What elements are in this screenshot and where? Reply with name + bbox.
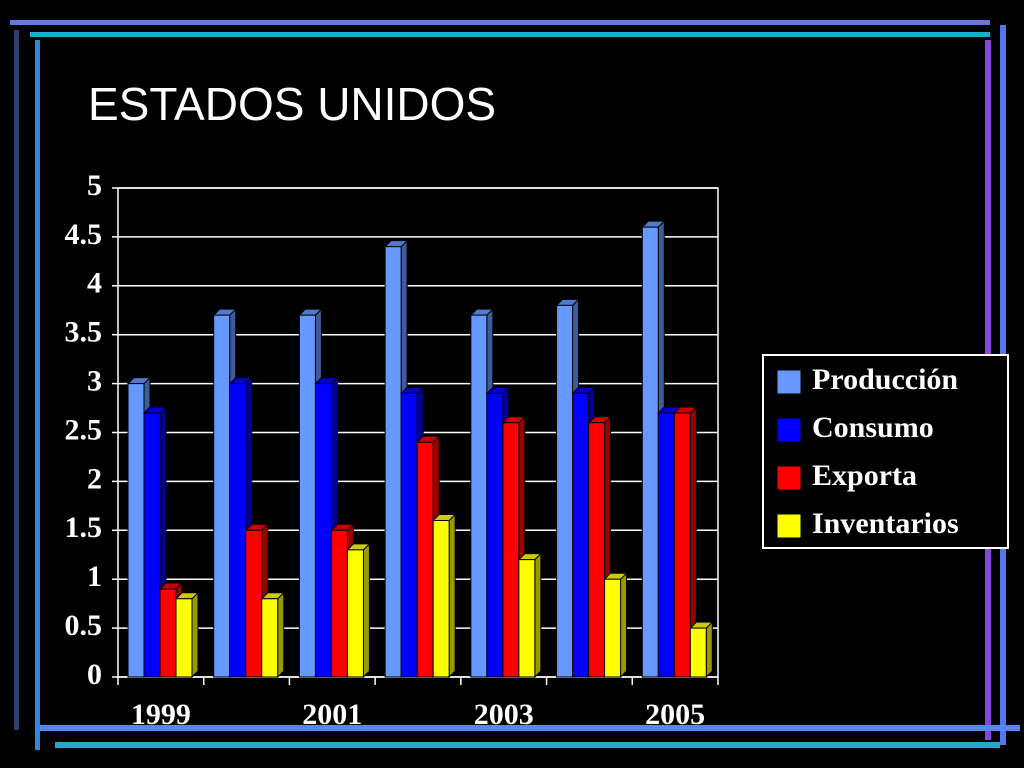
bar: [689, 627, 707, 678]
bar: [245, 529, 263, 678]
y-tick-label: 1: [87, 560, 102, 593]
y-tick-label: 5: [87, 169, 102, 202]
bar-side: [620, 571, 628, 679]
bar-side: [191, 591, 199, 679]
legend-swatch: [776, 417, 802, 443]
bar: [261, 598, 279, 678]
bar: [518, 559, 536, 678]
y-tick-label: 3: [87, 364, 102, 397]
bar: [502, 422, 520, 678]
bar-side: [362, 542, 370, 679]
legend: Producción Consumo Exporta Inventarios: [776, 363, 959, 540]
bar: [314, 383, 332, 678]
bar: [486, 392, 504, 678]
y-tick-label: 3.5: [65, 316, 103, 349]
x-tick-label: 1999: [131, 698, 191, 731]
bar: [400, 392, 418, 678]
bar: [143, 412, 161, 678]
bar: [572, 392, 590, 678]
bar: [470, 314, 488, 678]
y-tick-label: 0.5: [65, 609, 103, 642]
bar: [384, 246, 402, 678]
bar: [673, 412, 691, 678]
legend-label: Consumo: [812, 411, 934, 444]
plot: 0 0.5 1 1.5 2 2.5 3 3.5 4 4.5 5 1999 2001 2003 2005: [65, 169, 719, 731]
bar: [229, 383, 247, 678]
x-tick-label: 2003: [474, 698, 534, 731]
bar: [159, 588, 177, 678]
legend-label: Producción: [812, 363, 958, 396]
bar: [416, 441, 434, 678]
bar: [641, 226, 659, 678]
y-tick-label: 2.5: [65, 413, 103, 446]
bar: [588, 422, 606, 678]
bar: [213, 314, 231, 678]
y-tick-label: 4: [87, 267, 102, 300]
bar: [346, 549, 364, 678]
legend-label: Inventarios: [812, 507, 959, 540]
x-tick-label: 2005: [645, 698, 705, 731]
bar: [298, 314, 316, 678]
bar-side: [448, 513, 456, 679]
bar-side: [534, 552, 542, 679]
bar-side: [277, 591, 285, 679]
bar: [127, 383, 145, 678]
legend-swatch: [776, 465, 802, 491]
legend-box: [762, 354, 1009, 549]
x-tick-label: 2001: [302, 698, 362, 731]
y-tick-label: 4.5: [65, 218, 103, 251]
bar-side: [705, 620, 713, 679]
y-tick-label: 1.5: [65, 511, 103, 544]
bar: [657, 412, 675, 678]
bar: [432, 520, 450, 678]
y-tick-label: 2: [87, 462, 102, 495]
legend-swatch: [776, 513, 802, 539]
bar: [330, 529, 348, 678]
legend-label: Exporta: [812, 459, 917, 492]
bar: [604, 578, 622, 678]
bar: [175, 598, 193, 678]
legend-swatch: [776, 369, 802, 395]
chart-title: ESTADOS UNIDOS: [88, 78, 496, 130]
bar: [556, 304, 574, 678]
y-tick-label: 0: [87, 658, 102, 691]
